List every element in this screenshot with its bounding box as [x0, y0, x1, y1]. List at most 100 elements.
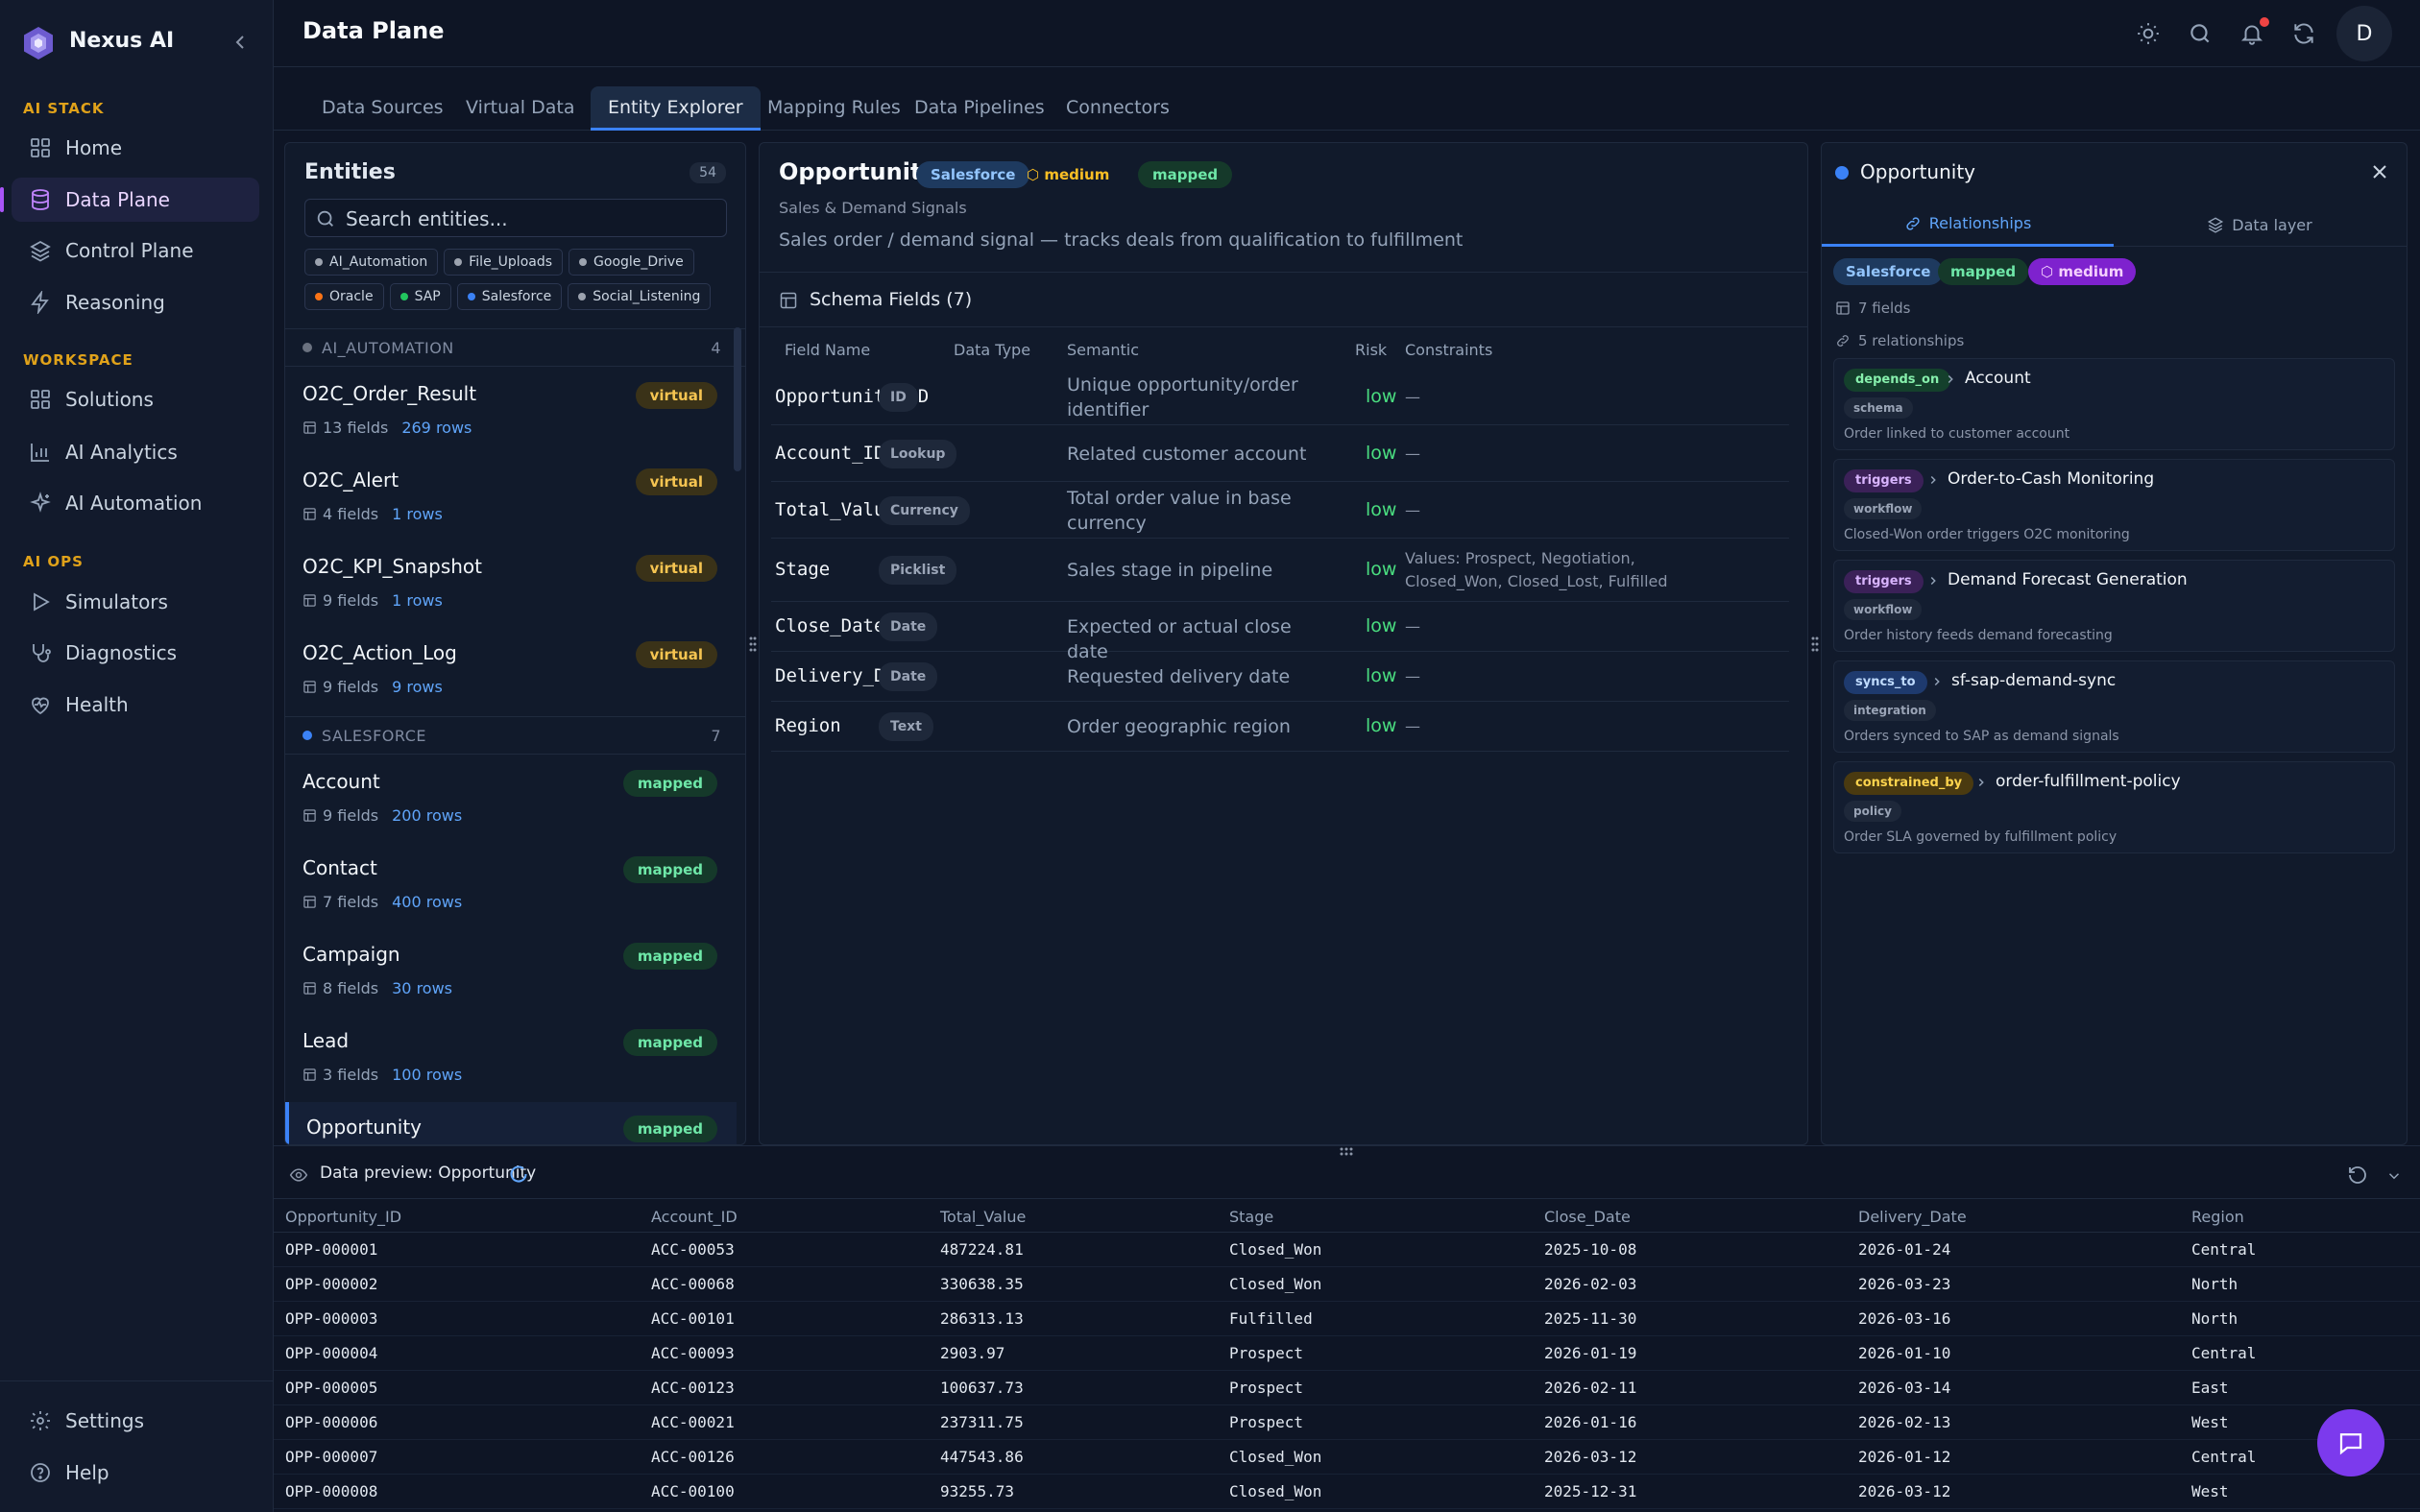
tab-mapping-rules[interactable]: Mapping Rules	[767, 97, 901, 118]
status-badge: mapped	[622, 856, 717, 883]
nav-ai-analytics[interactable]: AI Analytics	[12, 430, 259, 474]
relationship-card[interactable]: triggers Demand Forecast Generation workfl…	[1833, 560, 2395, 652]
tab-virtual-data[interactable]: Virtual Data	[466, 97, 575, 118]
tab-entity-explorer[interactable]: Entity Explorer	[591, 86, 761, 131]
reset-icon[interactable]	[2346, 1164, 2369, 1187]
tab-data-pipelines[interactable]: Data Pipelines	[914, 97, 1045, 118]
resize-handle-icon[interactable]	[1810, 634, 1820, 655]
entity-list-scrollbar[interactable]	[734, 327, 741, 471]
nav-ai-automation[interactable]: AI Automation	[12, 481, 259, 525]
resize-handle-icon[interactable]	[748, 634, 758, 655]
relationship-description: Order linked to customer account	[1844, 426, 2070, 442]
table-row[interactable]: OPP-000008 ACC-00100 93255.73 Closed_Won 202…	[274, 1475, 2420, 1509]
resize-handle-icon[interactable]	[1337, 1146, 1356, 1158]
table-icon	[303, 896, 316, 908]
nav-control-plane[interactable]: Control Plane	[12, 228, 259, 273]
nav-help[interactable]: Help	[12, 1451, 259, 1495]
filter-chip-label: SAP	[414, 289, 441, 304]
nav-data-plane[interactable]: Data Plane	[0, 178, 259, 222]
field-constraints: —	[1405, 617, 1420, 636]
group-header[interactable]: AI_AUTOMATION 4	[285, 328, 745, 367]
relationship-card[interactable]: constrained_by order-fulfillment-policy po…	[1833, 761, 2395, 853]
chevron-down-icon[interactable]	[2385, 1167, 2403, 1185]
table-cell: 2026-03-23	[1858, 1275, 1951, 1293]
top-bar: Data Plane D	[274, 0, 2420, 67]
nav-health[interactable]: Health	[12, 683, 259, 727]
table-icon	[303, 982, 316, 995]
nav-diagnostics[interactable]: Diagnostics	[12, 631, 259, 675]
nav-simulators[interactable]: Simulators	[12, 580, 259, 624]
filter-chip[interactable]: Salesforce	[456, 283, 563, 310]
data-preview-panel: Data preview: Opportunity Opportunity_ID…	[274, 1145, 2420, 1512]
field-risk: low	[1366, 386, 1397, 407]
table-cell: 2026-02-11	[1544, 1379, 1637, 1397]
table-row[interactable]: OPP-000003 ACC-00101 286313.13 Fulfilled 202…	[274, 1302, 2420, 1336]
filter-chip[interactable]: Oracle	[304, 283, 384, 310]
table-row[interactable]: OPP-000002 ACC-00068 330638.35 Closed_Won 20…	[274, 1267, 2420, 1302]
table-cell: 2026-01-12	[1858, 1448, 1951, 1466]
help-icon	[31, 1463, 50, 1482]
relationship-card[interactable]: depends_on Account schema Order linked to c…	[1833, 358, 2395, 450]
table-row[interactable]: OPP-000005 ACC-00123 100637.73 Prospect 2026…	[274, 1371, 2420, 1405]
filter-chip-label: Social_Listening	[593, 289, 701, 304]
table-cell: ACC-00100	[651, 1482, 735, 1500]
entity-search-input[interactable]	[346, 205, 720, 232]
entity-name: O2C_Order_Result	[302, 382, 477, 405]
relationship-card[interactable]: syncs_to sf-sap-demand-sync integration Ord…	[1833, 660, 2395, 753]
nav-reasoning[interactable]: Reasoning	[12, 280, 259, 324]
grid-icon	[31, 138, 50, 157]
bell-icon[interactable]	[2239, 21, 2264, 46]
table-cell: 2025-11-30	[1544, 1309, 1637, 1328]
group-header[interactable]: SALESFORCE 7	[285, 716, 745, 755]
table-row[interactable]: OPP-000001 ACC-00053 487224.81 Closed_Won 20…	[274, 1233, 2420, 1267]
tab-connectors[interactable]: Connectors	[1066, 97, 1170, 118]
filter-chip[interactable]: AI_Automation	[304, 249, 439, 276]
chat-button[interactable]	[2317, 1409, 2384, 1476]
relationship-card[interactable]: triggers Order-to-Cash Monitoring workflow…	[1833, 459, 2395, 551]
relationship-type-badge: syncs_to	[1844, 671, 1927, 694]
nav-settings[interactable]: Settings	[12, 1399, 259, 1443]
risk-badge: ⬡ medium	[1027, 161, 1124, 188]
tab-data-layer[interactable]: Data layer	[2114, 203, 2406, 247]
table-cell: 2026-03-12	[1858, 1482, 1951, 1500]
table-cell: Closed_Won	[1229, 1482, 1322, 1500]
filter-chip[interactable]: Social_Listening	[568, 283, 712, 310]
theme-toggle-icon[interactable]	[2136, 21, 2161, 46]
source-badge: Salesforce	[916, 161, 1030, 188]
nav-home[interactable]: Home	[12, 126, 259, 170]
collapse-sidebar-icon[interactable]	[229, 31, 252, 54]
entity-name: Opportunity	[306, 1116, 423, 1139]
filter-chip[interactable]: File_Uploads	[444, 249, 564, 276]
schema-row: Region Text Order geographic region low —	[771, 702, 1789, 752]
entities-panel: Entities 54 AI_Automation File_Uploads Goo…	[284, 142, 746, 1145]
field-risk: low	[1366, 715, 1397, 736]
table-row[interactable]: OPP-000004 ACC-00093 2903.97 Prospect 2026-0…	[274, 1336, 2420, 1371]
tab-relationships[interactable]: Relationships	[1822, 203, 2114, 247]
tab-data-sources[interactable]: Data Sources	[322, 97, 444, 118]
entity-detail-panel: Opportunity Salesforce ⬡ medium mapped S…	[759, 142, 1808, 1145]
nav-solutions[interactable]: Solutions	[12, 377, 259, 421]
refresh-icon[interactable]	[2291, 21, 2316, 46]
entity-list-item[interactable]: Opportunity mapped	[285, 1102, 737, 1144]
close-icon[interactable]	[2368, 160, 2391, 183]
search-icon[interactable]	[2188, 21, 2213, 46]
page-title: Data Plane	[302, 17, 445, 44]
table-cell: 2025-10-08	[1544, 1240, 1637, 1259]
table-row[interactable]: OPP-000007 ACC-00126 447543.86 Closed_Won 20…	[274, 1440, 2420, 1475]
filter-chip[interactable]: Google_Drive	[569, 249, 694, 276]
table-row[interactable]: OPP-000006 ACC-00021 237311.75 Prospect 2026…	[274, 1405, 2420, 1440]
user-avatar[interactable]: D	[2336, 6, 2392, 61]
bolt-icon	[31, 291, 49, 314]
table-cell: 2026-01-24	[1858, 1240, 1951, 1259]
table-cell: 2025-12-31	[1544, 1482, 1637, 1500]
filter-chip[interactable]: SAP	[389, 283, 451, 310]
table-cell: West	[2191, 1482, 2229, 1500]
